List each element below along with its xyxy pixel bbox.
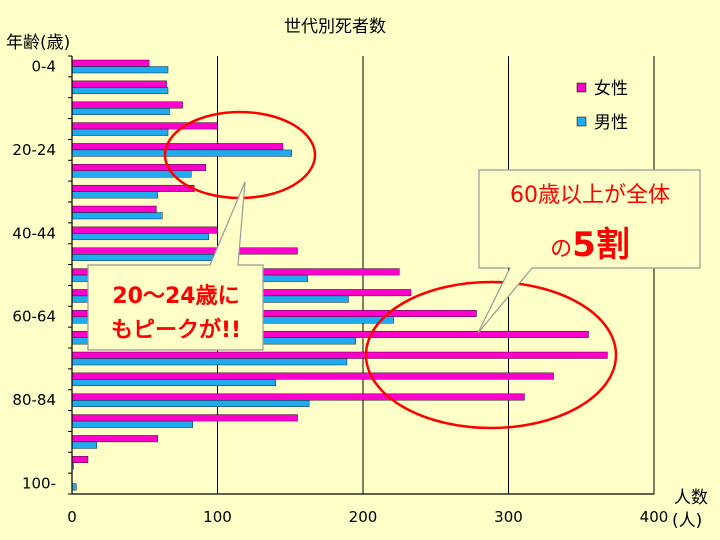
bar-female-80-84 [71, 393, 525, 401]
highlight-ellipse-60-plus [364, 280, 618, 430]
bar-female-25-29 [71, 164, 207, 171]
bar-female-35-39 [71, 205, 157, 213]
callout-peak-line2: もピークが!! [111, 317, 241, 343]
bar-male-10-14 [71, 108, 170, 115]
bar-female-95-99 [71, 456, 89, 463]
bar-male-0-4 [71, 66, 169, 74]
bar-male-30-34 [71, 191, 159, 199]
legend-swatch-female [576, 82, 587, 93]
y-tick-label: 0-4 [32, 57, 57, 75]
x-tick-label: 300 [494, 508, 523, 526]
callout-peak-box [87, 181, 264, 351]
x-tick-label: 100 [203, 508, 232, 526]
callout-elderly-line2-prefix: の [550, 237, 572, 262]
callout-elderly-line1: 60歳以上が全体 [510, 183, 670, 208]
legend-label-female: 女性 [594, 79, 628, 99]
x-tick-label: 200 [349, 508, 378, 526]
x-axis-label-unit: (人) [672, 511, 702, 531]
bar-male-15-19 [71, 128, 169, 136]
bar-male-90-94 [71, 441, 97, 449]
x-tick-label: 400 [640, 508, 669, 526]
bar-female-90-94 [71, 435, 159, 443]
y-tick-label: 60-64 [12, 308, 56, 326]
y-tick-label: 40-44 [12, 224, 56, 242]
callout-elderly-box [477, 169, 701, 334]
bar-female-20-24 [71, 143, 284, 151]
bar-male-40-44 [71, 233, 209, 241]
callout-peak-line1: 20～24歳に [112, 284, 239, 309]
x-tick-label: 0 [67, 508, 77, 526]
legend: 女性 男性 [576, 79, 628, 133]
x-axis-label: 人数 [674, 488, 708, 508]
y-tick-label: 20-24 [12, 141, 56, 159]
bar-female-10-14 [71, 101, 183, 109]
bar-female-5-9 [71, 80, 167, 88]
bar-male-5-9 [71, 87, 169, 95]
y-tick-label: 100- [22, 475, 56, 493]
bar-female-15-19 [71, 122, 218, 130]
callout-elderly-line2: の5割 [550, 225, 630, 265]
bar-male-35-39 [71, 212, 163, 220]
y-axis-label: 年齢(歳) [6, 33, 70, 53]
bar-female-45-49 [71, 247, 298, 255]
legend-label-male: 男性 [594, 113, 628, 133]
bar-female-0-4 [71, 59, 150, 67]
bar-female-30-34 [71, 184, 195, 192]
bar-female-70-74 [71, 351, 608, 359]
bar-female-85-89 [71, 414, 298, 422]
bar-female-75-79 [71, 372, 554, 380]
bar-female-40-44 [71, 226, 218, 234]
bar-male-100- [71, 483, 77, 491]
bar-male-80-84 [71, 400, 310, 407]
bar-male-20-24 [71, 149, 292, 157]
legend-swatch-male [576, 116, 587, 127]
bar-male-70-74 [71, 358, 348, 366]
chart-title: 世代別死者数 [284, 17, 386, 37]
callout-elderly-line2-big: 5割 [572, 225, 630, 265]
bar-male-85-89 [71, 420, 193, 428]
bar-male-45-49 [71, 254, 214, 261]
callout-peak: 20～24歳に もピークが!! [87, 181, 264, 351]
callout-elderly: 60歳以上が全体 の5割 [477, 169, 701, 334]
y-tick-label: 80-84 [12, 391, 56, 409]
bar-male-75-79 [71, 379, 276, 387]
